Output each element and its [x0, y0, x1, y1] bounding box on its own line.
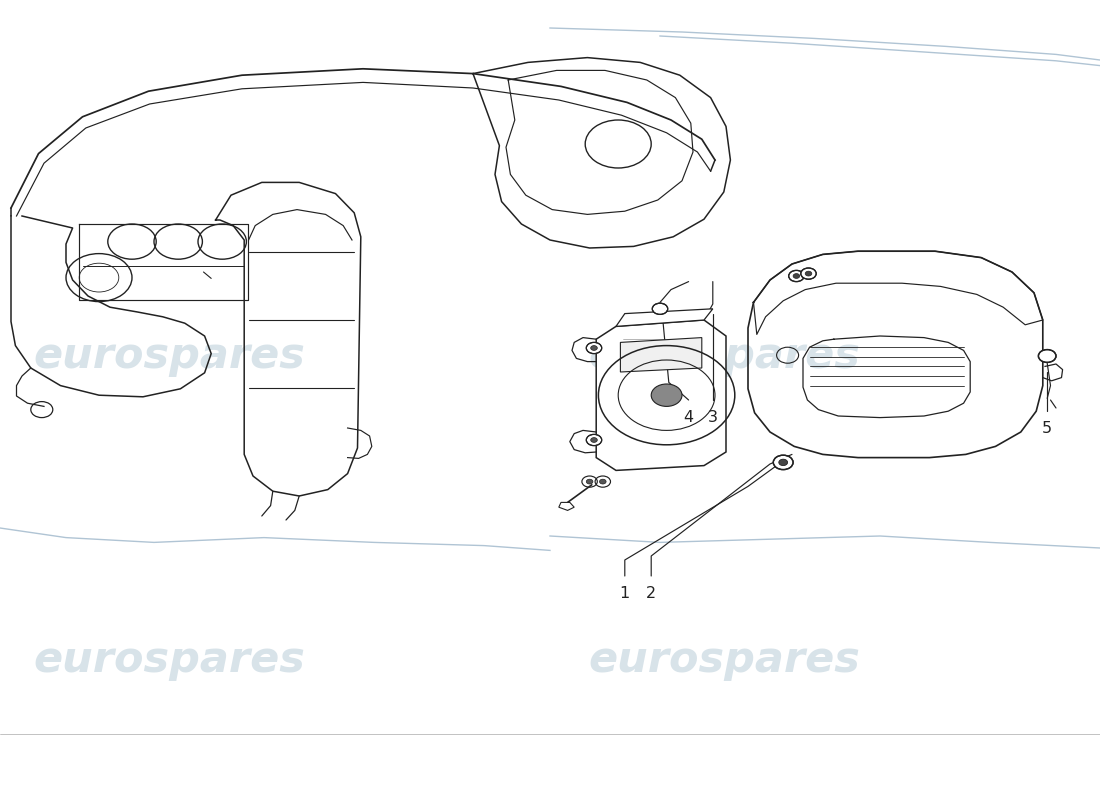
Circle shape	[805, 271, 812, 276]
Text: 2: 2	[646, 586, 657, 601]
Circle shape	[652, 303, 668, 314]
Circle shape	[586, 434, 602, 446]
Circle shape	[789, 270, 804, 282]
Circle shape	[801, 268, 816, 279]
Circle shape	[600, 479, 606, 484]
Circle shape	[591, 438, 597, 442]
Text: 1: 1	[619, 586, 630, 601]
Text: 4: 4	[683, 410, 694, 425]
Circle shape	[651, 384, 682, 406]
Circle shape	[779, 459, 788, 466]
Circle shape	[793, 274, 800, 278]
Circle shape	[773, 455, 793, 470]
Circle shape	[586, 479, 593, 484]
Text: eurospares: eurospares	[33, 639, 305, 681]
Text: 5: 5	[1042, 421, 1053, 436]
Circle shape	[1038, 350, 1056, 362]
Polygon shape	[596, 320, 726, 470]
Circle shape	[586, 342, 602, 354]
Text: eurospares: eurospares	[33, 335, 305, 377]
Circle shape	[591, 346, 597, 350]
Polygon shape	[559, 502, 574, 510]
Polygon shape	[616, 309, 713, 326]
Text: eurospares: eurospares	[588, 639, 860, 681]
Polygon shape	[620, 338, 702, 372]
Text: 3: 3	[707, 410, 718, 425]
Text: eurospares: eurospares	[588, 335, 860, 377]
